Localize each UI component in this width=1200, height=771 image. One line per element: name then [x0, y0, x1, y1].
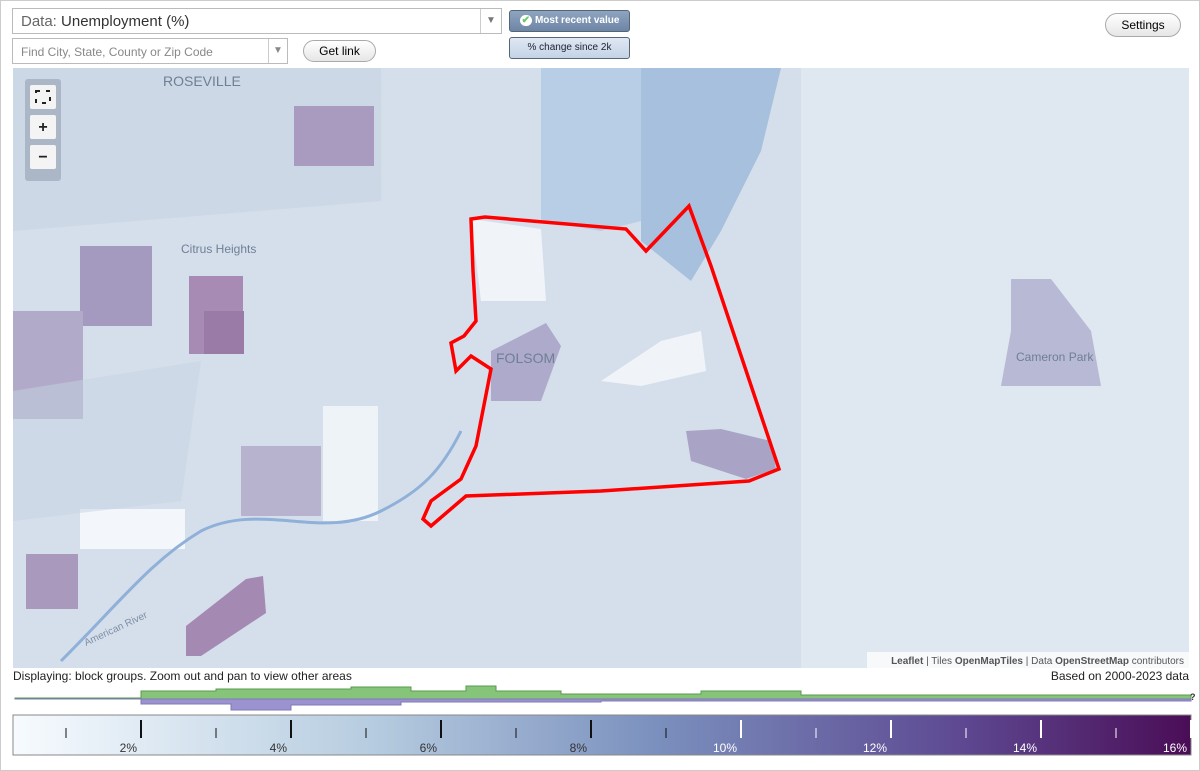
text: Data	[1031, 656, 1053, 667]
place-label: Cameron Park	[1016, 350, 1094, 364]
region	[801, 68, 1189, 668]
dropdown-arrow: ▼	[480, 9, 501, 33]
fullscreen-button[interactable]	[30, 85, 56, 109]
legend-tick-label: 16%	[1163, 741, 1187, 755]
legend-bar	[12, 714, 1192, 756]
mode-button[interactable]: % change since 2k	[509, 37, 630, 59]
help-icon[interactable]: ?	[1190, 692, 1196, 702]
settings-button[interactable]: Settings	[1105, 13, 1181, 37]
histogram-change	[15, 698, 1192, 711]
region	[204, 311, 244, 354]
selected-boundary[interactable]	[420, 202, 782, 529]
region	[1001, 279, 1101, 386]
text: contributors	[1132, 656, 1184, 667]
data-years: Based on 2000-2023 data	[1051, 669, 1189, 683]
histogram: ?	[14, 685, 1196, 711]
legend-tick-label: 4%	[270, 741, 288, 755]
region	[189, 276, 243, 354]
place-label: Citrus Heights	[181, 242, 256, 256]
region	[13, 311, 83, 419]
legend-tick-label: 10%	[713, 741, 737, 755]
river	[59, 430, 463, 663]
zoom-in-button[interactable]	[30, 115, 56, 139]
link[interactable]: Leaflet	[891, 656, 924, 667]
legend-ticks: 2% 4% 6% 8% 10% 12% 14% 16%	[65, 720, 1192, 755]
place-label: American River	[83, 610, 150, 649]
histogram-recent	[14, 685, 1192, 700]
region	[323, 406, 378, 521]
data-select[interactable]: Data: Unemployment (%) ▼	[12, 8, 502, 34]
data-value: Unemployment (%)	[61, 13, 190, 30]
region	[26, 554, 78, 609]
zoom-control-bg	[25, 79, 61, 181]
place-label: FOLSOM	[496, 350, 555, 366]
zoom-in-icon: +	[38, 119, 47, 136]
region	[294, 106, 374, 166]
legend-tick-label: 12%	[863, 741, 887, 755]
lake	[641, 68, 781, 281]
region	[601, 331, 706, 386]
displaying-note: Displaying: block groups. Zoom out and p…	[13, 669, 352, 683]
zoom-out-icon: −	[38, 149, 47, 166]
map[interactable]: ROSEVILLE Citrus Heights FOLSOM Cameron …	[13, 68, 1189, 668]
region	[471, 219, 546, 301]
mode-label: Most recent value	[534, 15, 620, 26]
search-box[interactable]: Find City, State, County or Zip Code ▼	[12, 38, 288, 64]
text: Tiles	[931, 656, 952, 667]
region	[491, 323, 561, 401]
region	[186, 576, 266, 656]
link[interactable]: OpenMapTiles	[955, 656, 1024, 667]
place-label: ROSEVILLE	[163, 73, 241, 89]
region	[80, 246, 152, 326]
zoom-out-button[interactable]	[30, 145, 56, 169]
mode-button[interactable]: ✔ Most recent value	[509, 10, 630, 32]
legend-tick-label: 2%	[120, 741, 138, 755]
attribution-bg	[867, 652, 1189, 668]
fullscreen-icon	[35, 90, 51, 104]
legend-tick-label: 14%	[1013, 741, 1037, 755]
get-link-button[interactable]: Get link	[303, 40, 376, 62]
region	[686, 429, 776, 479]
link[interactable]: OpenStreetMap	[1055, 656, 1129, 667]
map-base	[13, 68, 1189, 668]
lake	[541, 68, 641, 231]
data-label: Data:	[21, 13, 57, 30]
check-icon: ✔	[519, 15, 532, 26]
search-placeholder: Find City, State, County or Zip Code	[21, 45, 213, 59]
dropdown-arrow: ▼	[268, 39, 287, 63]
legend-tick-label: 6%	[420, 741, 438, 755]
region	[13, 361, 201, 521]
legend-tick-label: 8%	[570, 741, 588, 755]
region	[13, 68, 381, 231]
region	[80, 509, 185, 549]
attribution: Leaflet | Tiles OpenMapTiles | Data Open…	[891, 656, 1184, 667]
region	[241, 446, 321, 516]
